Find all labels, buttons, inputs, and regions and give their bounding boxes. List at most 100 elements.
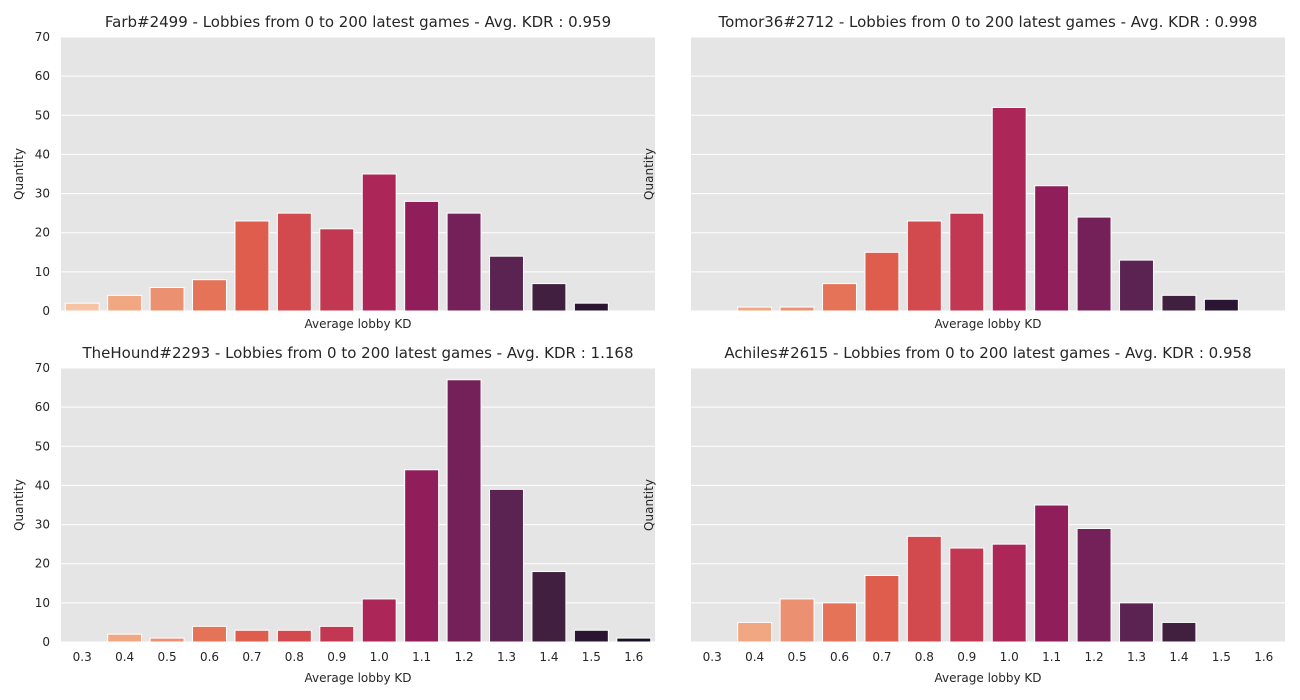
bar-1.4 (1161, 621, 1197, 643)
bar-0.9 (949, 212, 985, 312)
plot-area (691, 37, 1285, 311)
bar-0.9 (319, 625, 355, 643)
x-tick-label: 1.1 (1042, 650, 1061, 664)
bar-1.0 (991, 106, 1027, 312)
chart-panel-achiles: 0.3 0.4 0.5 0.6 0.7 0.8 0.9 1.0 1.1 1.2 1.3 1.4 1.5 1… (642, 344, 1285, 685)
x-axis-label: Average lobby KD (934, 317, 1041, 331)
bar-0.7 (234, 629, 270, 643)
chart-title: Tomor36#2712 - Lobbies from 0 to 200 lat… (718, 13, 1258, 31)
x-tick-label: 1.2 (455, 650, 474, 664)
x-tick-label: 0.5 (158, 650, 177, 664)
y-tick-label: 50 (35, 108, 50, 122)
bar-1.2 (1076, 527, 1112, 643)
y-tick-label: 60 (35, 400, 50, 414)
x-tick-label: 0.7 (242, 650, 261, 664)
chart-title: TheHound#2293 - Lobbies from 0 to 200 la… (82, 344, 634, 362)
x-tick-label: 0.3 (703, 650, 722, 664)
x-tick-label: 0.3 (73, 650, 92, 664)
plot-area (61, 37, 655, 311)
x-tick-label: 1.0 (1000, 650, 1019, 664)
bar-0.7 (234, 220, 270, 312)
bar-0.6 (822, 602, 857, 643)
x-tick-label: 0.5 (788, 650, 807, 664)
x-tick-label: 1.6 (1254, 650, 1273, 664)
y-tick-label: 10 (35, 596, 50, 610)
bar-1.4 (531, 571, 567, 643)
y-axis-label: Quantity (642, 479, 656, 531)
bar-0.8 (276, 212, 312, 312)
x-tick-label: 1.6 (624, 650, 643, 664)
y-axis-label: Quantity (12, 479, 26, 531)
bar-1.2 (446, 212, 482, 312)
x-tick-label: 0.6 (200, 650, 219, 664)
bar-0.5 (149, 287, 185, 312)
x-tick-label: 0.7 (872, 650, 891, 664)
x-tick-label: 0.4 (115, 650, 134, 664)
y-tick-label: 20 (35, 226, 50, 240)
bar-1.1 (1034, 504, 1070, 643)
bar-0.6 (192, 279, 227, 312)
y-tick-label: 30 (35, 518, 50, 532)
x-axis-label: Average lobby KD (304, 317, 411, 331)
y-tick-label: 70 (35, 30, 50, 44)
x-axis-label: Average lobby KD (304, 671, 411, 685)
chart-panel-tomor36: Tomor36#2712 - Lobbies from 0 to 200 lat… (642, 13, 1285, 331)
bar-0.5 (779, 306, 815, 312)
bar-0.6 (822, 283, 857, 312)
y-tick-label: 0 (42, 635, 50, 649)
bar-0.4 (737, 621, 773, 643)
bar-1.5 (573, 302, 609, 312)
bar-0.8 (276, 629, 312, 643)
y-tick-label: 70 (35, 361, 50, 375)
bar-1.0 (361, 173, 397, 312)
x-tick-label: 0.8 (915, 650, 934, 664)
x-tick-label: 1.3 (1127, 650, 1146, 664)
y-axis-label: Quantity (12, 148, 26, 200)
x-tick-label: 1.3 (497, 650, 516, 664)
x-tick-label: 0.4 (745, 650, 764, 664)
bar-1.1 (1034, 185, 1070, 312)
bar-1.0 (361, 598, 397, 643)
y-tick-label: 0 (42, 304, 50, 318)
y-tick-label: 10 (35, 265, 50, 279)
x-tick-label: 1.2 (1085, 650, 1104, 664)
y-axis-label: Quantity (642, 148, 656, 200)
bar-0.7 (864, 574, 900, 643)
bar-0.8 (906, 220, 942, 312)
plot-area (691, 368, 1285, 642)
bar-1.1 (404, 469, 440, 643)
chart-title: Achiles#2615 - Lobbies from 0 to 200 lat… (724, 344, 1251, 362)
bar-1.3 (489, 255, 524, 312)
x-tick-label: 1.4 (539, 650, 558, 664)
bar-1.5 (1203, 298, 1239, 312)
bar-1.5 (573, 629, 609, 643)
x-tick-label: 1.1 (412, 650, 431, 664)
bar-0.9 (319, 228, 355, 312)
bar-1.4 (1161, 294, 1197, 312)
bar-1.6 (616, 637, 652, 643)
chart-panel-thehound: 0.3 0.4 0.5 0.6 0.7 0.8 0.9 1.0 1.1 1.2 1.3 1.4 1.5 1… (12, 344, 655, 685)
y-tick-label: 60 (35, 69, 50, 83)
x-tick-label: 1.5 (582, 650, 601, 664)
x-tick-label: 0.8 (285, 650, 304, 664)
chart-panel-farb: 0 10 20 30 40 50 60 70 Farb#2499 - Lobbies from … (12, 13, 655, 331)
x-tick-label: 0.9 (327, 650, 346, 664)
bar-0.3 (64, 302, 100, 312)
y-tick-label: 50 (35, 439, 50, 453)
x-axis-label: Average lobby KD (934, 671, 1041, 685)
bar-0.4 (107, 633, 143, 643)
x-tick-label: 1.5 (1212, 650, 1231, 664)
bar-1.2 (1076, 216, 1112, 312)
y-tick-label: 30 (35, 187, 50, 201)
bar-0.6 (192, 625, 227, 643)
x-tick-label: 1.4 (1169, 650, 1188, 664)
chart-title: Farb#2499 - Lobbies from 0 to 200 latest… (105, 13, 611, 31)
bar-1.3 (489, 488, 524, 643)
bar-1.1 (404, 200, 440, 312)
y-tick-label: 20 (35, 557, 50, 571)
y-tick-label: 40 (35, 147, 50, 161)
bar-1.2 (446, 379, 482, 643)
bar-1.3 (1119, 602, 1154, 643)
x-tick-label: 0.9 (957, 650, 976, 664)
